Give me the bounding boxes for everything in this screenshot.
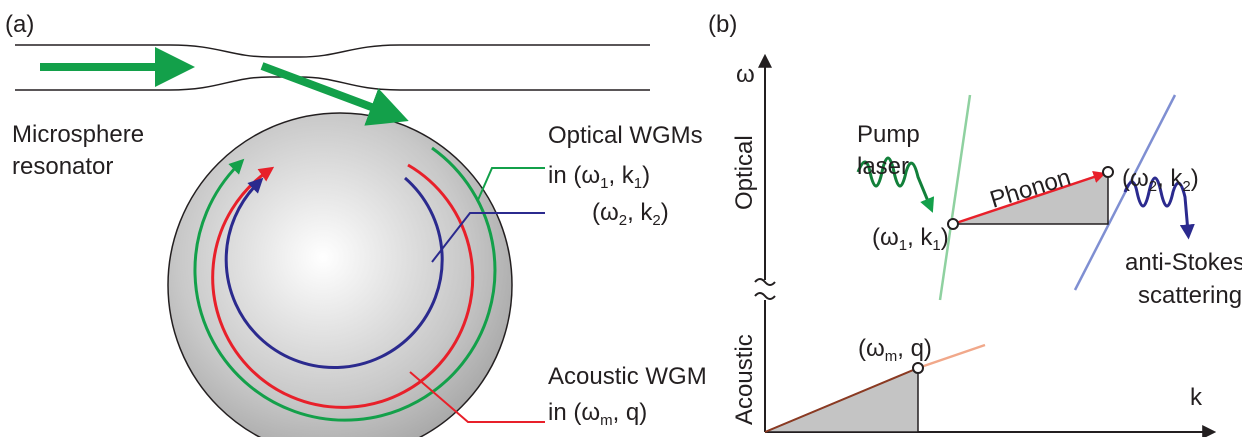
subscript: 2 xyxy=(619,212,627,229)
subscript: 2 xyxy=(652,212,660,229)
figure: (a) Microsphere resonator Optical WGMs in (ω… xyxy=(0,0,1242,437)
resonator-label: Microsphere xyxy=(12,121,144,148)
acoustic-title: Acoustic WGM xyxy=(548,363,707,390)
mode-part: (ω xyxy=(573,162,600,189)
subscript: 1 xyxy=(899,237,907,254)
mode-part: (ω xyxy=(573,399,600,426)
mode-part: , k xyxy=(1157,165,1183,192)
acoustic-point xyxy=(913,363,923,373)
region-label: Acoustic xyxy=(731,334,758,425)
mode-part: , q) xyxy=(897,335,932,362)
resonator-label: resonator xyxy=(12,153,113,180)
space xyxy=(567,162,574,189)
optical-dispersion-1 xyxy=(940,95,970,300)
mode-part: ) xyxy=(1191,165,1199,192)
acoustic-point-label: (ωm, q) xyxy=(858,335,932,365)
subscript: 2 xyxy=(1149,178,1157,195)
mode-part: ) xyxy=(661,199,669,226)
scattering-label: anti-Stokes xyxy=(1125,249,1242,276)
optical-mode-1: in (ω1, k1) xyxy=(548,162,650,192)
scattering-label: scattering xyxy=(1138,282,1242,309)
point-2-label: (ω2, k2) xyxy=(1122,165,1199,195)
panel-label: (b) xyxy=(708,11,737,38)
subscript: m xyxy=(600,412,613,429)
mode-part: ) xyxy=(642,162,650,189)
region-label: Optical xyxy=(731,135,758,210)
point-2 xyxy=(1103,167,1113,177)
mode-part: (ω xyxy=(858,335,885,362)
pump-label: Pump xyxy=(857,121,920,148)
point-1-label: (ω1, k1) xyxy=(872,224,949,254)
subscript: 1 xyxy=(600,175,608,192)
subscript: 1 xyxy=(634,175,642,192)
fiber-top xyxy=(15,45,650,57)
fiber-bottom xyxy=(15,77,650,90)
space xyxy=(567,399,574,426)
x-axis-label: k xyxy=(1190,384,1203,411)
mode-part: , k xyxy=(907,224,933,251)
subscript: 2 xyxy=(1182,178,1190,195)
optical-mode-2: (ω2, k2) xyxy=(592,199,669,229)
microsphere xyxy=(168,113,512,437)
y-axis-label: ω xyxy=(736,61,755,88)
pump-label: laser xyxy=(857,153,909,180)
mode-part: (ω xyxy=(1122,165,1149,192)
panel-label: (a) xyxy=(5,11,34,38)
subscript: m xyxy=(885,348,898,365)
point-1 xyxy=(948,219,958,229)
mode-part: , k xyxy=(627,199,653,226)
mode-part: (ω xyxy=(592,199,619,226)
optical-title: Optical WGMs xyxy=(548,122,703,149)
coupling-arrow xyxy=(262,66,390,114)
mode-part: ) xyxy=(941,224,949,251)
axis-break xyxy=(755,279,775,299)
subscript: 1 xyxy=(932,237,940,254)
in-label: in xyxy=(548,162,567,189)
green-leader xyxy=(478,168,545,200)
acoustic-mode: in (ωm, q) xyxy=(548,399,647,429)
mode-part: , k xyxy=(608,162,634,189)
mode-part: , q) xyxy=(613,399,648,426)
mode-part: (ω xyxy=(872,224,899,251)
in-label: in xyxy=(548,399,567,426)
